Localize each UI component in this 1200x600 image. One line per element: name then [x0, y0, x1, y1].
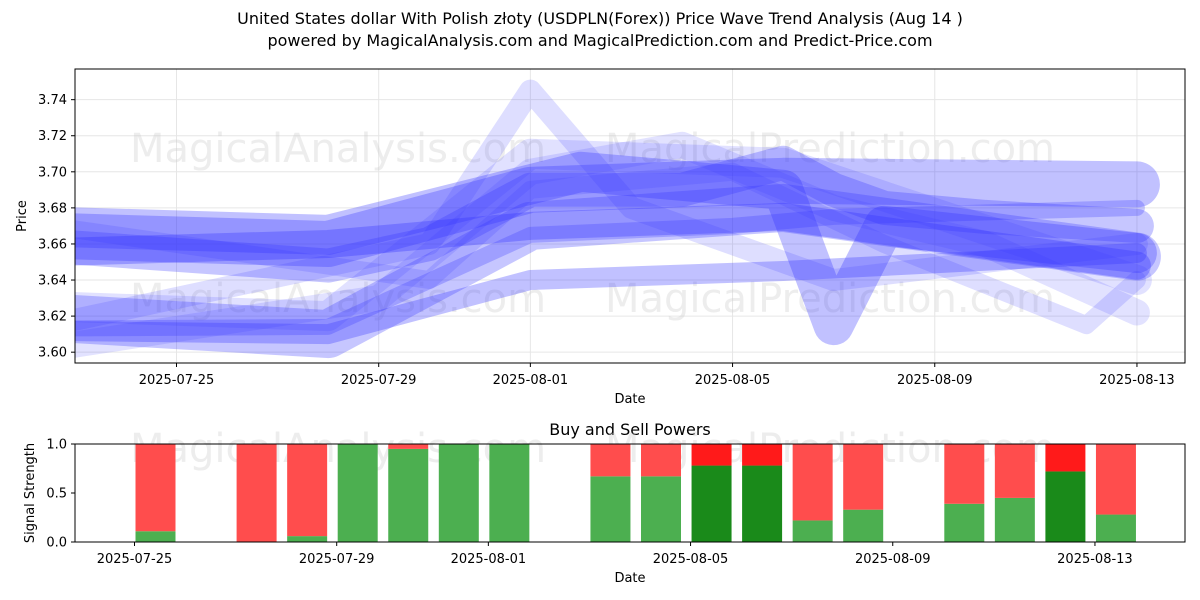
- price-wave-line: [75, 138, 1152, 332]
- price-y-tick-label: 3.74: [38, 93, 67, 108]
- buy-power-bar: [489, 444, 530, 542]
- buy-power-bar: [1095, 514, 1136, 542]
- buy-power-bar: [641, 476, 681, 542]
- power-axes: 2025-07-25 2025-07-29 2025-08-01 2025-08-05…: [46, 438, 1132, 568]
- sell-power-bar: [742, 444, 783, 466]
- power-x-tick-label: 2025-08-01: [451, 552, 527, 567]
- price-x-axis-label: Date: [614, 392, 645, 407]
- power-x-tick-label: 2025-08-13: [1057, 552, 1133, 567]
- power-x-tick-label: 2025-07-25: [97, 552, 173, 567]
- price-wave-line: [75, 199, 1145, 337]
- price-gridlines: [75, 69, 1185, 363]
- price-y-tick-label: 3.72: [38, 129, 67, 144]
- price-y-tick-label: 3.60: [38, 346, 67, 361]
- buy-power-bar: [691, 465, 732, 542]
- power-x-tick-label: 2025-08-09: [855, 552, 931, 567]
- price-y-tick-label: 3.62: [38, 310, 67, 325]
- sell-power-bar: [590, 444, 631, 477]
- price-x-tick-label: 2025-08-05: [695, 373, 771, 388]
- power-bars: [135, 444, 1136, 542]
- buy-power-bar: [388, 448, 429, 542]
- price-wave-line: [75, 151, 1157, 346]
- price-plot-frame: [74, 68, 1186, 364]
- watermark-mid-right: MagicalPrediction.com: [605, 276, 1055, 322]
- bottom-chart-title: Buy and Sell Powers: [549, 420, 711, 439]
- watermark-mid-left: MagicalAnalysis.com: [130, 276, 546, 322]
- price-wave-line: [75, 79, 1148, 332]
- power-x-axis-label: Date: [614, 571, 645, 586]
- buy-power-bar: [337, 444, 378, 542]
- buy-power-bar: [590, 476, 631, 542]
- price-x-tick-label: 2025-08-01: [493, 373, 569, 388]
- buy-power-bar: [742, 465, 783, 542]
- power-x-tick-label: 2025-07-29: [299, 552, 375, 567]
- sell-power-bar: [691, 444, 732, 466]
- buy-power-bar: [944, 503, 985, 542]
- sell-power-bar: [1095, 444, 1136, 515]
- price-x-tick-label: 2025-08-09: [897, 373, 973, 388]
- buy-power-bar: [843, 509, 884, 542]
- power-x-tick-label: 2025-08-05: [653, 552, 729, 567]
- sell-power-bar: [135, 444, 176, 532]
- price-wave-line: [75, 183, 1161, 359]
- buy-power-bar: [1045, 471, 1086, 542]
- price-wave-line: [75, 131, 1150, 358]
- power-y-tick-label: 0.0: [46, 536, 67, 551]
- chart-title-line-1: United States dollar With Polish złoty (…: [237, 9, 963, 28]
- power-y-tick-label: 0.5: [46, 487, 67, 502]
- price-waves: [75, 79, 1161, 359]
- price-wave-line: [75, 145, 1154, 283]
- price-y-tick-label: 3.66: [38, 237, 67, 252]
- sell-power-bar: [944, 444, 985, 504]
- sell-power-bar: [641, 444, 681, 477]
- price-wave-line: [75, 243, 1147, 345]
- sell-power-bar: [994, 444, 1035, 498]
- watermark-top-left: MagicalAnalysis.com: [130, 126, 546, 172]
- power-y-axis-label: Signal Strength: [23, 443, 38, 543]
- price-wave-line: [75, 157, 1160, 267]
- sell-power-bar: [1045, 444, 1086, 472]
- price-wave-line: [75, 202, 1151, 280]
- buy-power-bar: [287, 536, 328, 542]
- chart-title-line-2: powered by MagicalAnalysis.com and Magic…: [267, 31, 933, 50]
- price-y-tick-label: 3.64: [38, 274, 67, 289]
- sell-power-bar: [287, 444, 328, 537]
- buy-power-bar: [792, 520, 833, 542]
- sell-power-bar: [792, 444, 833, 521]
- price-x-tick-label: 2025-08-13: [1099, 373, 1175, 388]
- price-x-tick-label: 2025-07-25: [139, 373, 215, 388]
- price-axes: 2025-07-25 2025-07-29 2025-08-01 2025-08-05…: [38, 93, 1175, 388]
- watermark-top-right: MagicalPrediction.com: [605, 126, 1055, 172]
- price-y-tick-label: 3.70: [38, 165, 67, 180]
- buy-power-bar: [438, 444, 479, 542]
- sell-power-bar: [236, 444, 277, 542]
- sell-power-bar: [388, 444, 429, 449]
- price-wave-line: [75, 162, 1146, 335]
- buy-power-bar: [994, 497, 1035, 542]
- sell-power-bar: [843, 444, 884, 510]
- buy-power-bar: [135, 531, 176, 542]
- price-y-axis-label: Price: [15, 200, 30, 232]
- price-x-tick-label: 2025-07-29: [341, 373, 417, 388]
- power-y-tick-label: 1.0: [46, 438, 67, 453]
- price-y-tick-label: 3.68: [38, 201, 67, 216]
